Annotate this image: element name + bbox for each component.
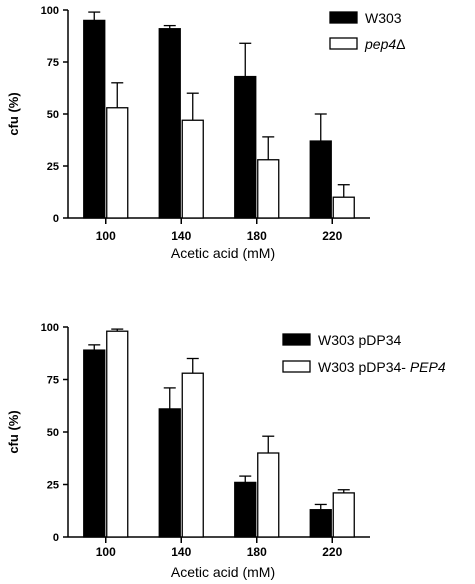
chart-1-y-tick-label-3: 75 — [47, 375, 59, 387]
chart-0-y-axis-title: cfu (%) — [6, 92, 21, 135]
chart-panel-top: 0 25 50 75 100 100 140 180 220 Acetic acid (mM) cf… — [6, 5, 406, 261]
chart-0-bar-s0-180 — [234, 75, 257, 219]
chart-0-legend-label-1: pep4Δ — [364, 36, 406, 52]
chart-1-x-tick-label-180: 180 — [247, 545, 267, 559]
chart-0-y-tick-label-3: 75 — [47, 57, 59, 69]
chart-0-legend-swatch-0 — [329, 11, 358, 24]
chart-0-bar-s1-100 — [106, 107, 129, 219]
chart-0-legend-swatch-1 — [329, 37, 358, 50]
chart-1-x-tick-label-140: 140 — [171, 545, 191, 559]
chart-1-bar-s1-220 — [332, 492, 355, 538]
chart-0-bar-s1-140 — [181, 119, 204, 219]
chart-1-bar-s0-140 — [158, 408, 181, 538]
chart-0-bar-s0-220 — [309, 140, 332, 219]
chart-0-y-tick-label-4: 100 — [41, 5, 59, 17]
chart-1-bar-s1-100 — [106, 330, 129, 538]
chart-0-y-tick-label-0: 0 — [53, 213, 59, 225]
chart-0-x-tick-label-140: 140 — [171, 229, 191, 243]
chart-0-bar-s1-180 — [257, 159, 280, 219]
chart-1-legend-swatch-1 — [282, 360, 311, 373]
chart-0-bar-s0-100 — [83, 19, 106, 219]
chart-0-y-tick-label-1: 25 — [47, 161, 59, 173]
chart-1-y-tick-label-0: 0 — [53, 532, 59, 544]
chart-1-x-tick-label-220: 220 — [322, 545, 342, 559]
chart-1-legend-label-1: W303 pDP34- PEP4 — [318, 359, 446, 375]
chart-1-legend-label-0: W303 pDP34 — [318, 332, 401, 348]
chart-1-legend-swatch-0 — [282, 333, 311, 346]
chart-panel-bottom: 0 25 50 75 100 100 140 180 220 Acetic acid (mM) cf… — [6, 322, 446, 580]
chart-0-bar-s0-140 — [158, 28, 181, 219]
chart-1-bar-s1-140 — [181, 372, 204, 538]
chart-0-y-tick-label-2: 50 — [47, 109, 59, 121]
chart-1-bar-s0-180 — [234, 481, 257, 538]
chart-1-y-tick-label-1: 25 — [47, 480, 59, 492]
chart-1-bar-s0-100 — [83, 349, 106, 538]
chart-1-y-tick-label-2: 50 — [47, 427, 59, 439]
chart-0-x-axis-title: Acetic acid (mM) — [171, 245, 275, 261]
chart-0-x-tick-label-180: 180 — [247, 229, 267, 243]
chart-1-bar-s0-220 — [309, 509, 332, 538]
chart-1-x-tick-label-100: 100 — [96, 545, 116, 559]
chart-0-x-tick-label-220: 220 — [322, 229, 342, 243]
chart-1-bar-s1-180 — [257, 452, 280, 538]
chart-0-bar-s1-220 — [332, 196, 355, 219]
chart-0-legend-label-0: W303 — [365, 10, 402, 26]
chart-0-x-tick-label-100: 100 — [96, 229, 116, 243]
chart-1-y-tick-label-4: 100 — [41, 322, 59, 334]
chart-1-x-axis-title: Acetic acid (mM) — [171, 564, 275, 580]
chart-1-y-axis-title: cfu (%) — [6, 410, 21, 453]
